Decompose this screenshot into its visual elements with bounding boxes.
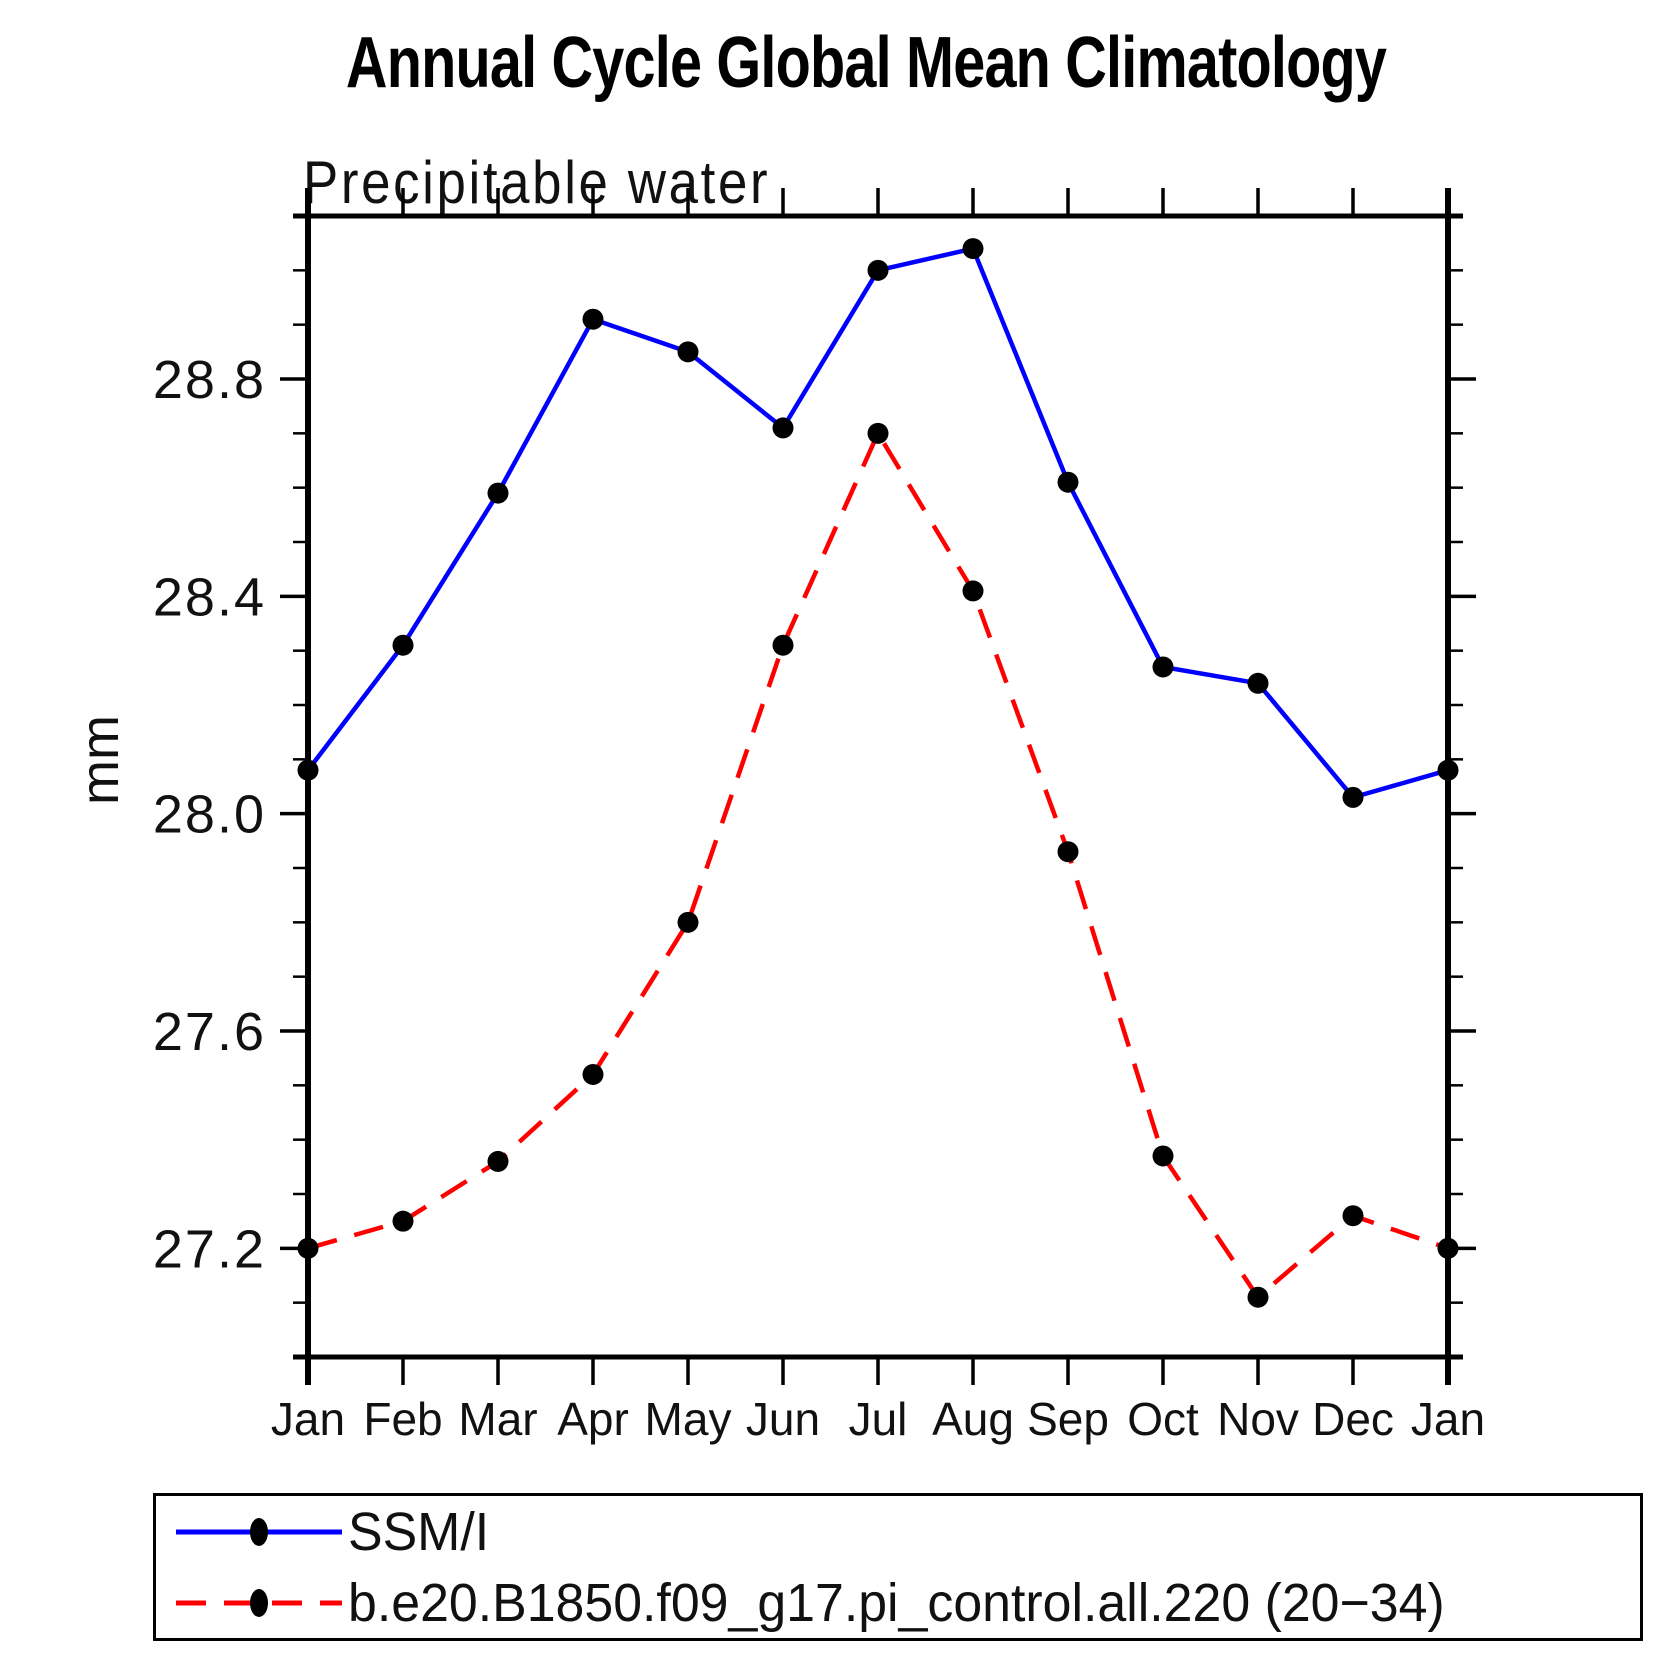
x-tick-label: Jan bbox=[271, 1393, 345, 1445]
legend-label-model: b.e20.B1850.f09_g17.pi_control.all.220 (… bbox=[348, 1572, 1445, 1633]
model-marker-jan-0 bbox=[297, 1237, 319, 1259]
x-tick-label: Mar bbox=[458, 1393, 537, 1445]
model-marker-aug-7 bbox=[962, 580, 984, 602]
legend-label-obs: SSM/I bbox=[348, 1501, 490, 1562]
x-tick-label: Aug bbox=[932, 1393, 1014, 1445]
x-tick-label: Dec bbox=[1312, 1393, 1394, 1445]
chart-subtitle: Precipitable water bbox=[303, 149, 771, 216]
x-tick-label: Nov bbox=[1217, 1393, 1299, 1445]
obs-marker-apr-3 bbox=[582, 308, 604, 330]
obs-marker-jan-0 bbox=[297, 759, 319, 781]
x-tick-label: Feb bbox=[363, 1393, 442, 1445]
obs-marker-nov-10 bbox=[1247, 672, 1269, 694]
model-marker-dec-11 bbox=[1342, 1205, 1364, 1227]
obs-marker-jul-6 bbox=[867, 259, 889, 281]
obs-marker-sep-8 bbox=[1057, 471, 1079, 493]
obs-marker-jun-5 bbox=[772, 417, 794, 439]
model-marker-jan-12 bbox=[1437, 1237, 1459, 1259]
x-tick-label: Jun bbox=[746, 1393, 820, 1445]
y-tick-label: 28.8 bbox=[153, 350, 266, 410]
legend-obs-marker bbox=[250, 1517, 268, 1546]
obs-marker-dec-11 bbox=[1342, 786, 1364, 808]
x-tick-label: Oct bbox=[1127, 1393, 1199, 1445]
model-marker-may-4 bbox=[677, 911, 699, 933]
x-tick-label: Jul bbox=[849, 1393, 908, 1445]
axes-group bbox=[293, 188, 1463, 1385]
obs-marker-may-4 bbox=[677, 341, 699, 363]
model-marker-mar-2 bbox=[487, 1150, 509, 1172]
series-group bbox=[297, 238, 1459, 1308]
x-tick-label: Jan bbox=[1411, 1393, 1485, 1445]
x-tick-label: Sep bbox=[1027, 1393, 1109, 1445]
y-tick-label: 28.0 bbox=[153, 785, 266, 845]
model-marker-feb-1 bbox=[392, 1210, 414, 1232]
chart-title: Annual Cycle Global Mean Climatology bbox=[345, 23, 1387, 103]
model-marker-nov-10 bbox=[1247, 1286, 1269, 1308]
model-marker-oct-9 bbox=[1152, 1145, 1174, 1167]
y-tick-label: 27.2 bbox=[153, 1219, 266, 1279]
y-tick-label: 27.6 bbox=[153, 1002, 266, 1062]
legend-row-model: b.e20.B1850.f09_g17.pi_control.all.220 (… bbox=[156, 1567, 1640, 1638]
x-tick-label: Apr bbox=[557, 1393, 629, 1445]
legend: SSM/I b.e20.B1850.f09_g17.pi_control.all… bbox=[153, 1493, 1643, 1641]
model-series-line bbox=[307, 428, 1449, 1301]
obs-marker-aug-7 bbox=[962, 238, 984, 260]
model-marker-jun-5 bbox=[772, 634, 794, 656]
model-marker-sep-8 bbox=[1057, 841, 1079, 863]
tick-labels-group: 27.2 27.6 28.0 28.4 28.8 Jan Feb Mar Apr May Jun Ju… bbox=[153, 350, 1485, 1445]
legend-model-line-sample bbox=[176, 1588, 342, 1617]
obs-marker-oct-9 bbox=[1152, 656, 1174, 678]
model-marker-jul-6 bbox=[867, 422, 889, 444]
legend-obs-line-sample bbox=[176, 1517, 342, 1546]
obs-series-line bbox=[306, 245, 1449, 800]
x-tick-label: May bbox=[645, 1393, 732, 1445]
obs-marker-jan-12 bbox=[1437, 759, 1459, 781]
obs-marker-mar-2 bbox=[487, 482, 509, 504]
obs-marker-feb-1 bbox=[392, 634, 414, 656]
y-tick-label: 28.4 bbox=[153, 567, 266, 627]
model-marker-apr-3 bbox=[582, 1063, 604, 1085]
ticks-group bbox=[280, 188, 1476, 1385]
legend-model-marker bbox=[250, 1588, 268, 1617]
legend-row-obs: SSM/I bbox=[156, 1496, 1640, 1567]
